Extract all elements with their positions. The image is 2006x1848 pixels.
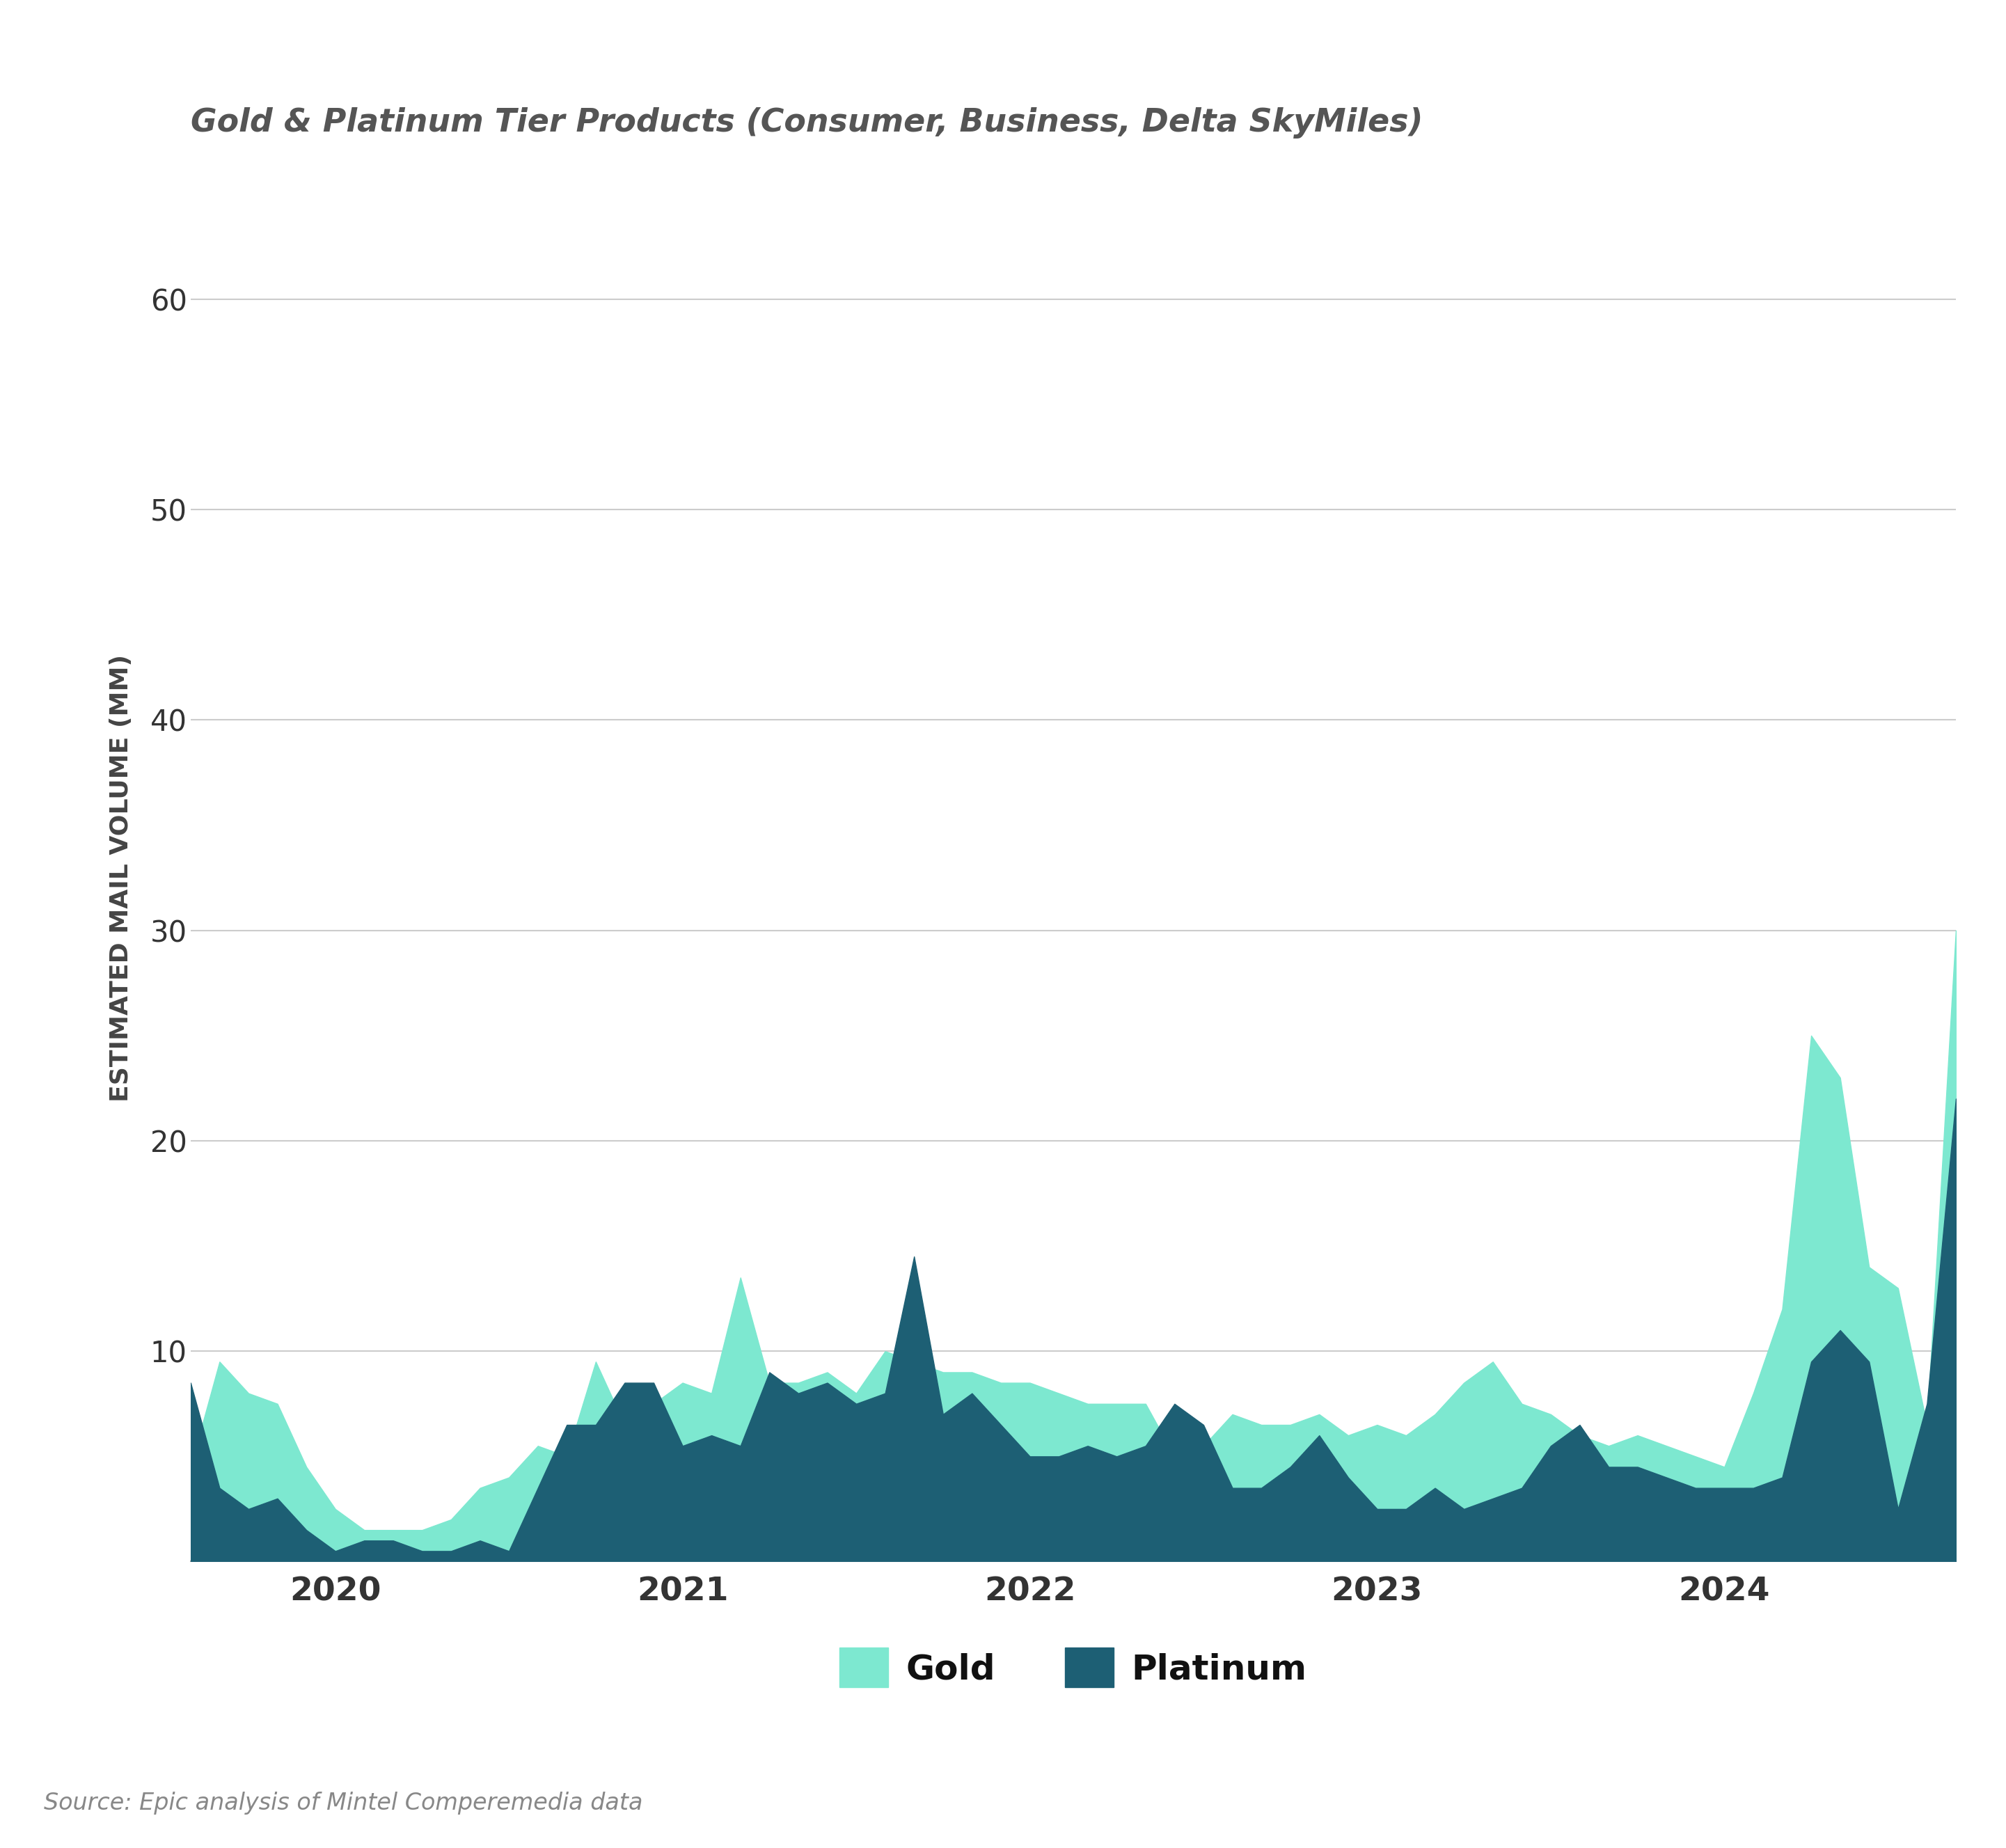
Legend: Gold, Platinum: Gold, Platinum	[826, 1634, 1320, 1702]
Text: AMEX DIRECT MAIL VOLUME OVER TIME: AMEX DIRECT MAIL VOLUME OVER TIME	[44, 50, 1208, 102]
Text: Source: Epic analysis of Mintel Comperemedia data: Source: Epic analysis of Mintel Comperem…	[44, 1793, 644, 1815]
Text: Gold & Platinum Tier Products (Consumer, Business, Delta SkyMiles): Gold & Platinum Tier Products (Consumer,…	[191, 107, 1422, 139]
Y-axis label: ESTIMATED MAIL VOLUME (MM): ESTIMATED MAIL VOLUME (MM)	[108, 654, 132, 1101]
